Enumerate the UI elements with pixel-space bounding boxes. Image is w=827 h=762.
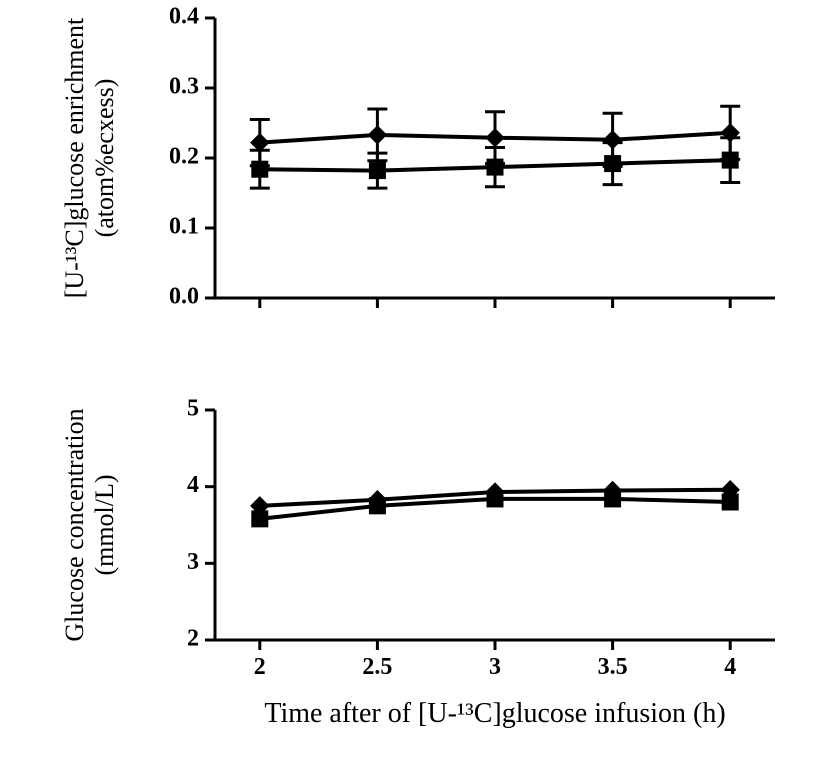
figure-container: 0.0 0.1 0.2 0.3 0.4 [U-¹³C]glucose enrichment… xyxy=(0,0,827,762)
chart-svg: 0.0 0.1 0.2 0.3 0.4 [U-¹³C]glucose enrichment… xyxy=(0,0,827,762)
y-axis-label: Glucose concentration(mmol/L) xyxy=(60,408,119,641)
y-tick-label: 0.3 xyxy=(169,74,199,100)
y-tick-label: 0.0 xyxy=(169,284,199,310)
y-axis-label: [U-¹³C]glucose enrichment(atom%ecxess) xyxy=(60,17,119,298)
x-tick-label: 2.5 xyxy=(362,654,392,680)
x-tick-label: 4 xyxy=(724,654,736,680)
y-tick-label: 3 xyxy=(187,549,199,575)
y-tick-label: 0.4 xyxy=(169,4,199,30)
y-tick-label: 2 xyxy=(187,626,199,652)
x-tick-label: 3.5 xyxy=(598,654,628,680)
y-tick-label: 4 xyxy=(187,472,199,498)
x-tick-label: 2 xyxy=(254,654,266,680)
y-tick-label: 0.1 xyxy=(169,214,199,240)
x-tick-label: 3 xyxy=(489,654,501,680)
x-axis-label: Time after of [U-¹³C]glucose infusion (h… xyxy=(264,698,725,729)
y-tick-label: 0.2 xyxy=(169,144,199,170)
y-tick-label: 5 xyxy=(187,396,199,422)
